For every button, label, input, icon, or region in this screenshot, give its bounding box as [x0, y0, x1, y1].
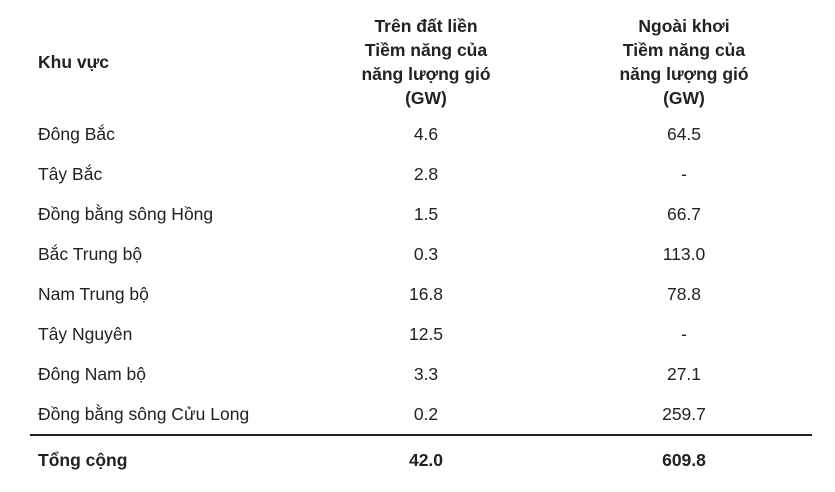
onshore-cell: 1.5: [413, 204, 439, 224]
header-offshore-line: Tiềm năng của: [622, 40, 746, 60]
region-cell: Tây Bắc: [38, 164, 103, 184]
region-cell: Đông Nam bộ: [38, 364, 146, 384]
header-offshore-line: (GW): [663, 88, 705, 108]
offshore-cell: 27.1: [666, 364, 702, 384]
onshore-cell: 12.5: [408, 324, 444, 344]
table-row: Tây Bắc 2.8 -: [30, 154, 812, 194]
onshore-cell: 0.2: [413, 404, 439, 424]
offshore-cell: -: [681, 164, 687, 184]
offshore-cell: -: [681, 324, 687, 344]
header-region: Khu vực: [38, 52, 110, 72]
table-row: Tây Nguyên 12.5 -: [30, 314, 812, 354]
header-onshore-line: (GW): [405, 88, 447, 108]
table-row: Bắc Trung bộ 0.3 113.0: [30, 234, 812, 274]
onshore-cell: 0.3: [413, 244, 439, 264]
table-row: Đồng bằng sông Hồng 1.5 66.7: [30, 194, 812, 234]
header-offshore: Ngoài khơi Tiềm năng của năng lượng gió …: [564, 14, 804, 110]
region-cell: Đông Bắc: [38, 124, 115, 144]
offshore-cell: 113.0: [662, 244, 706, 264]
header-offshore-line: năng lượng gió: [619, 64, 749, 84]
total-divider: [30, 434, 812, 436]
header-offshore-line: Ngoài khơi: [638, 16, 730, 36]
wind-potential-table: Khu vực Trên đất liền Tiềm năng của năng…: [30, 0, 812, 492]
header-onshore-line: Tiềm năng của: [364, 40, 488, 60]
region-cell: Tây Nguyên: [38, 324, 133, 344]
onshore-cell: 3.3: [413, 364, 439, 384]
offshore-cell: 78.8: [666, 284, 702, 304]
table-row: Đồng bằng sông Cửu Long 0.2 259.7: [30, 394, 812, 434]
offshore-cell: 259.7: [662, 404, 706, 424]
table-row: Đông Bắc 4.6 64.5: [30, 114, 812, 154]
onshore-cell: 4.6: [413, 124, 439, 144]
total-row: Tổng cộng 42.0 609.8: [30, 440, 812, 480]
table-row: Nam Trung bộ 16.8 78.8: [30, 274, 812, 314]
header-onshore-line: năng lượng gió: [361, 64, 491, 84]
total-onshore: 42.0: [408, 450, 444, 470]
region-cell: Đồng bằng sông Cửu Long: [38, 404, 250, 424]
table-row: Đông Nam bộ 3.3 27.1: [30, 354, 812, 394]
offshore-cell: 66.7: [666, 204, 702, 224]
region-cell: Đồng bằng sông Hồng: [38, 204, 214, 224]
header-onshore-line: Trên đất liền: [374, 16, 478, 36]
onshore-cell: 2.8: [413, 164, 439, 184]
onshore-cell: 16.8: [408, 284, 444, 304]
table-header: Khu vực Trên đất liền Tiềm năng của năng…: [30, 10, 812, 118]
region-cell: Nam Trung bộ: [38, 284, 149, 304]
total-label: Tổng cộng: [38, 450, 128, 470]
header-onshore: Trên đất liền Tiềm năng của năng lượng g…: [306, 14, 546, 110]
region-cell: Bắc Trung bộ: [38, 244, 143, 264]
offshore-cell: 64.5: [666, 124, 702, 144]
total-offshore: 609.8: [662, 450, 706, 470]
